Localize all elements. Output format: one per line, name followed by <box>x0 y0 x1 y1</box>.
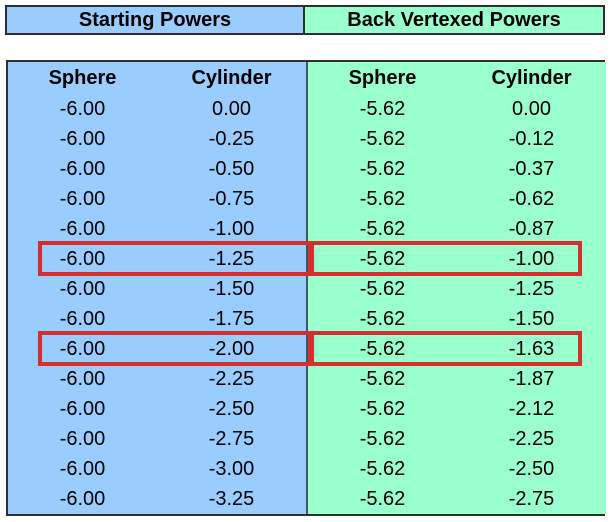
starting-powers-header: Starting Powers <box>7 7 305 33</box>
starting-sphere-value: -6.00 <box>59 488 106 510</box>
starting-cylinder-value: -0.25 <box>208 128 255 150</box>
vertexed-cylinder-value: -2.75 <box>508 488 555 510</box>
starting-cylinder-value: 0.00 <box>212 98 251 120</box>
vertexed-cylinder-value: -0.62 <box>508 188 555 210</box>
vertexed-cylinder-value: -0.12 <box>508 128 555 150</box>
starting-cylinder-value: -3.25 <box>208 488 255 510</box>
starting-cylinder-value: -1.50 <box>208 278 255 300</box>
starting-sphere-value: -6.00 <box>59 308 106 330</box>
vertexed-cylinder-value: -1.50 <box>508 308 555 330</box>
starting-cylinder-value: -2.25 <box>208 368 255 390</box>
vertexed-sphere-value: -5.62 <box>359 278 406 300</box>
vertexed-sphere-value: -5.62 <box>359 98 406 120</box>
starting-sphere-value: -6.00 <box>59 338 106 360</box>
starting-cylinder-value: -1.00 <box>208 218 255 240</box>
starting-sphere-value: -6.00 <box>59 248 106 270</box>
vertexed-cylinder-value: -0.37 <box>508 158 555 180</box>
starting-sphere-value: -6.00 <box>59 128 106 150</box>
table-row: -6.00 -0.75 -5.62 -0.62 <box>8 184 606 214</box>
vertexed-sphere-value: -5.62 <box>359 158 406 180</box>
starting-sphere-value: -6.00 <box>59 368 106 390</box>
vertexed-cylinder-value: -2.12 <box>508 398 555 420</box>
back-vertexed-powers-header: Back Vertexed Powers <box>305 7 603 33</box>
starting-cylinder-value: -2.50 <box>208 398 255 420</box>
vertexed-sphere-value: -5.62 <box>359 188 406 210</box>
table-row-highlighted: -6.00 -1.25 -5.62 -1.00 <box>8 241 606 276</box>
vertexed-sphere-value: -5.62 <box>359 218 406 240</box>
starting-cylinder-value: -1.75 <box>208 308 255 330</box>
vertexed-cylinder-value: 0.00 <box>512 98 551 120</box>
vertexed-cylinder-value: -1.00 <box>508 248 555 270</box>
starting-cylinder-value: -1.25 <box>208 248 255 270</box>
table-row: -6.00 -2.50 -5.62 -2.12 <box>8 394 606 424</box>
vertexed-sphere-value: -5.62 <box>359 398 406 420</box>
starting-sphere-value: -6.00 <box>59 458 106 480</box>
vertexed-sphere-value: -5.62 <box>359 128 406 150</box>
starting-cylinder-value: -2.00 <box>208 338 255 360</box>
table-row: -6.00 -1.00 -5.62 -0.87 <box>8 214 606 244</box>
starting-cylinder-value: -3.00 <box>208 458 255 480</box>
starting-cylinder-value: -0.50 <box>208 158 255 180</box>
section-header-bar: Starting Powers Back Vertexed Powers <box>5 5 605 35</box>
vertexed-cylinder-value: -0.87 <box>508 218 555 240</box>
vertexed-sphere-value: -5.62 <box>359 458 406 480</box>
vertexed-cylinder-column-header: Cylinder <box>491 67 572 89</box>
table-row: -6.00 0.00 -5.62 0.00 <box>8 94 606 124</box>
vertexed-cylinder-value: -1.25 <box>508 278 555 300</box>
table-row: -6.00 -0.50 -5.62 -0.37 <box>8 154 606 184</box>
vertexed-sphere-value: -5.62 <box>359 248 406 270</box>
vertexed-sphere-column-header: Sphere <box>348 67 417 89</box>
power-table: Sphere Cylinder Sphere Cylinder -6.00 0.… <box>6 60 606 516</box>
starting-sphere-value: -6.00 <box>59 98 106 120</box>
table-row: -6.00 -3.25 -5.62 -2.75 <box>8 484 606 514</box>
starting-sphere-value: -6.00 <box>59 398 106 420</box>
table-row: -6.00 -1.75 -5.62 -1.50 <box>8 304 606 334</box>
starting-sphere-column-header: Sphere <box>48 67 117 89</box>
vertexed-cylinder-value: -2.50 <box>508 458 555 480</box>
vertexed-sphere-value: -5.62 <box>359 308 406 330</box>
starting-sphere-value: -6.00 <box>59 188 106 210</box>
starting-sphere-value: -6.00 <box>59 278 106 300</box>
table-row: -6.00 -2.25 -5.62 -1.87 <box>8 364 606 394</box>
starting-sphere-value: -6.00 <box>59 158 106 180</box>
table-row: -6.00 -3.00 -5.62 -2.50 <box>8 454 606 484</box>
starting-sphere-value: -6.00 <box>59 218 106 240</box>
vertexed-sphere-value: -5.62 <box>359 428 406 450</box>
vertexed-sphere-value: -5.62 <box>359 488 406 510</box>
vertexed-sphere-value: -5.62 <box>359 368 406 390</box>
table-row-highlighted: -6.00 -2.00 -5.62 -1.63 <box>8 331 606 366</box>
starting-cylinder-value: -0.75 <box>208 188 255 210</box>
table-row: -6.00 -1.50 -5.62 -1.25 <box>8 274 606 304</box>
vertexed-cylinder-value: -2.25 <box>508 428 555 450</box>
vertexed-sphere-value: -5.62 <box>359 338 406 360</box>
vertexed-cylinder-value: -1.87 <box>508 368 555 390</box>
vertexed-cylinder-value: -1.63 <box>508 338 555 360</box>
starting-cylinder-value: -2.75 <box>208 428 255 450</box>
table-row: -6.00 -2.75 -5.62 -2.25 <box>8 424 606 454</box>
column-header-row: Sphere Cylinder Sphere Cylinder <box>8 62 606 94</box>
starting-sphere-value: -6.00 <box>59 428 106 450</box>
starting-cylinder-column-header: Cylinder <box>191 67 272 89</box>
table-row: -6.00 -0.25 -5.62 -0.12 <box>8 124 606 154</box>
